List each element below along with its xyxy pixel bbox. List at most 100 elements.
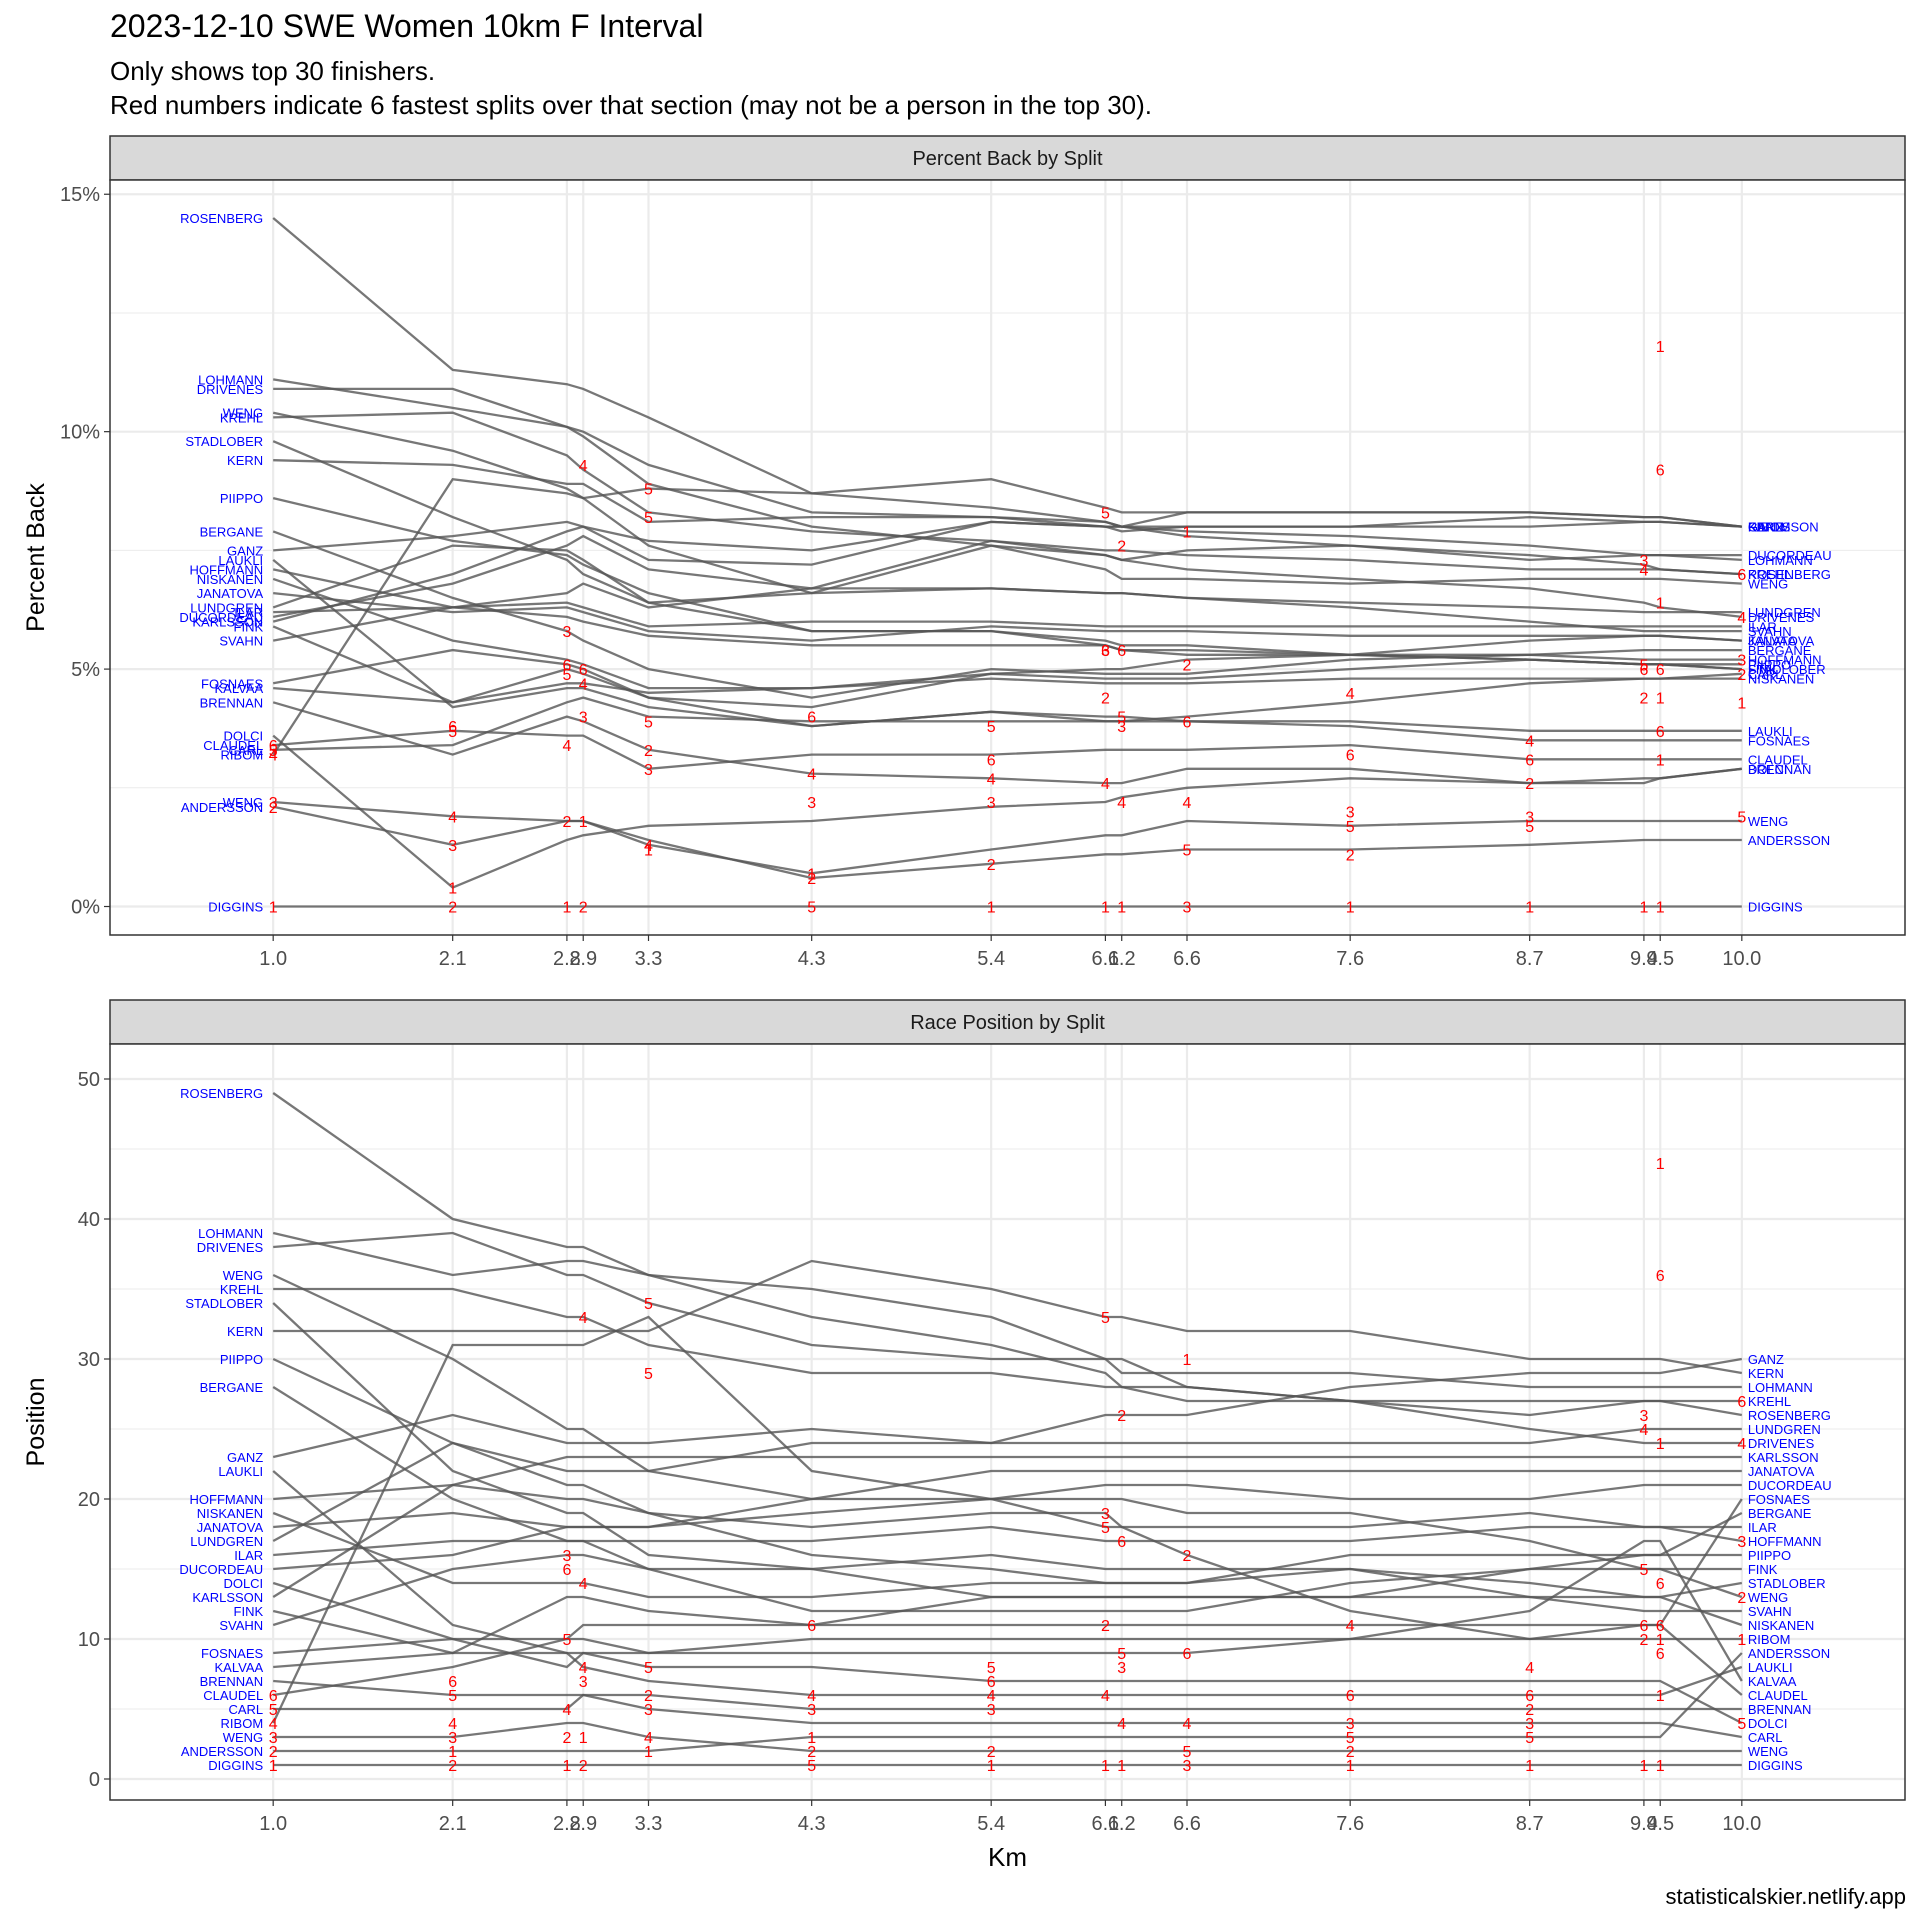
subtitle-line-2: Red numbers indicate 6 fastest splits ov… bbox=[110, 90, 1153, 120]
rank-marker: 6 bbox=[1656, 1646, 1665, 1663]
series-line bbox=[272, 648, 1742, 742]
rank-marker: 5 bbox=[807, 900, 816, 917]
rank-marker: 1 bbox=[1525, 1758, 1534, 1775]
rank-marker: 3 bbox=[579, 710, 588, 727]
rank-marker: 1 bbox=[1737, 1632, 1746, 1649]
rank-marker: 5 bbox=[1101, 505, 1110, 522]
series-line bbox=[272, 1511, 1743, 1627]
series-start-label: DRIVENES bbox=[197, 382, 264, 397]
rank-marker: 2 bbox=[448, 900, 457, 917]
series-start-label: RIBOM bbox=[221, 748, 264, 763]
series-start-label: DUCORDEAU bbox=[179, 1562, 263, 1577]
rank-marker: 4 bbox=[579, 676, 588, 693]
rank-marker: 1 bbox=[1656, 596, 1665, 613]
x-tick-label: 2.8 bbox=[553, 948, 581, 970]
rank-marker: 3 bbox=[1101, 1506, 1110, 1523]
series-end-label: NISKANEN bbox=[1748, 672, 1814, 687]
rank-marker: 3 bbox=[807, 1702, 816, 1719]
x-tick-label: 9.4 bbox=[1630, 948, 1658, 970]
series-end-label: LOHMANN bbox=[1748, 1380, 1813, 1395]
x-tick-label: 9.5 bbox=[1646, 1813, 1674, 1835]
y-tick-label: 10% bbox=[60, 422, 100, 444]
series-start-label: WENG bbox=[223, 1730, 263, 1745]
rank-marker: 3 bbox=[644, 762, 653, 779]
series-line bbox=[272, 1581, 1743, 1725]
series-end-label: DRIVENES bbox=[1748, 610, 1815, 625]
rank-marker: 1 bbox=[1656, 1156, 1665, 1173]
y-tick-label: 0 bbox=[89, 1769, 100, 1791]
series-end-label: LOHMANN bbox=[1748, 553, 1813, 568]
series-end-label: CARL bbox=[1748, 667, 1783, 682]
subtitle-line-1: Only shows top 30 finishers. bbox=[110, 56, 436, 86]
series-line bbox=[272, 577, 1742, 690]
series-end-label: WENG bbox=[1748, 814, 1788, 829]
series-line bbox=[273, 1259, 1742, 1375]
series-start-label: WENG bbox=[223, 1268, 263, 1283]
rank-marker: 5 bbox=[269, 1702, 278, 1719]
y-tick-label: 5% bbox=[71, 659, 100, 681]
rank-marker: 4 bbox=[1737, 610, 1746, 627]
rank-marker: 6 bbox=[562, 657, 571, 674]
series-line bbox=[272, 530, 1742, 699]
rank-marker: 3 bbox=[562, 1548, 571, 1565]
y-tick-label: 15% bbox=[60, 184, 100, 206]
panel-1: Percent Back by Split 0% 5% 10% 15% 1.0 2.1 2.8… bbox=[22, 135, 1906, 970]
rank-marker: 4 bbox=[269, 748, 278, 765]
series-start-label: DUCORDEAU bbox=[179, 610, 263, 625]
rank-marker: 5 bbox=[644, 1296, 653, 1313]
rank-marker: 5 bbox=[1183, 1744, 1192, 1761]
rank-marker: 5 bbox=[269, 743, 278, 760]
series-end-label: DOLCI bbox=[1748, 1716, 1788, 1731]
series-start-label: HOFFMANN bbox=[190, 562, 264, 577]
rank-marker: 1 bbox=[807, 866, 816, 883]
rank-marker: 4 bbox=[448, 1716, 457, 1733]
series-start-label: CLAUDEL bbox=[203, 738, 263, 753]
series-end-label: FINK bbox=[1748, 662, 1778, 677]
rank-marker: 3 bbox=[1117, 719, 1126, 736]
rank-marker: 1 bbox=[1117, 900, 1126, 917]
series-line bbox=[272, 582, 1742, 642]
series-end-label: WENG bbox=[1748, 1590, 1788, 1605]
series-line bbox=[273, 459, 1742, 528]
rank-marker: 2 bbox=[579, 1758, 588, 1775]
rank-marker: 5 bbox=[987, 1660, 996, 1677]
series-line bbox=[272, 568, 1742, 661]
rank-marker: 2 bbox=[1346, 847, 1355, 864]
rank-marker: 4 bbox=[1117, 1716, 1126, 1733]
rank-marker: 5 bbox=[448, 724, 457, 741]
rank-marker: 1 bbox=[1346, 900, 1355, 917]
series-end-label: PIIPPO bbox=[1748, 657, 1791, 672]
rank-marker: 3 bbox=[1183, 900, 1192, 917]
series-end-label: STADLOBER bbox=[1748, 662, 1826, 677]
rank-marker: 1 bbox=[1101, 1758, 1110, 1775]
panel-2: Race Position by Split 0 10 20 30 40 50 1.0 2.1 2… bbox=[22, 999, 1906, 1872]
series-end-label: LAUKLI bbox=[1748, 1660, 1793, 1675]
series-end-label: PIIPPO bbox=[1748, 1548, 1791, 1563]
rank-marker: 5 bbox=[562, 667, 571, 684]
facet-strip bbox=[109, 999, 1906, 1045]
series-line bbox=[273, 1539, 1743, 1682]
series-start-label: CARL bbox=[228, 1702, 263, 1717]
rank-marker: 1 bbox=[1656, 1632, 1665, 1649]
series-start-label: CLAUDEL bbox=[203, 1688, 263, 1703]
series-end-label: KARLSSON bbox=[1748, 520, 1819, 535]
rank-marker: 3 bbox=[448, 838, 457, 855]
rank-marker: 6 bbox=[448, 719, 457, 736]
rank-marker: 6 bbox=[807, 1618, 816, 1635]
rank-marker: 1 bbox=[1656, 339, 1665, 356]
series-end-label: STADLOBER bbox=[1748, 1576, 1826, 1591]
series-line bbox=[272, 805, 1742, 880]
rank-marker: 6 bbox=[448, 1674, 457, 1691]
series-start-label: SVAHN bbox=[219, 634, 263, 649]
rank-marker: 1 bbox=[448, 881, 457, 898]
series-end-label: FINK bbox=[1748, 1562, 1778, 1577]
series-line bbox=[273, 1287, 1742, 1403]
rank-marker: 1 bbox=[1656, 752, 1665, 769]
series-start-label: BERGANE bbox=[200, 524, 264, 539]
rank-marker: 2 bbox=[269, 800, 278, 817]
series-start-label: RIBOM bbox=[221, 1716, 264, 1731]
series-end-label: LUNDGREN bbox=[1748, 605, 1821, 620]
series-line bbox=[272, 477, 1742, 756]
series-end-label: ILAR bbox=[1748, 619, 1777, 634]
series-start-label: LOHMANN bbox=[198, 1226, 263, 1241]
